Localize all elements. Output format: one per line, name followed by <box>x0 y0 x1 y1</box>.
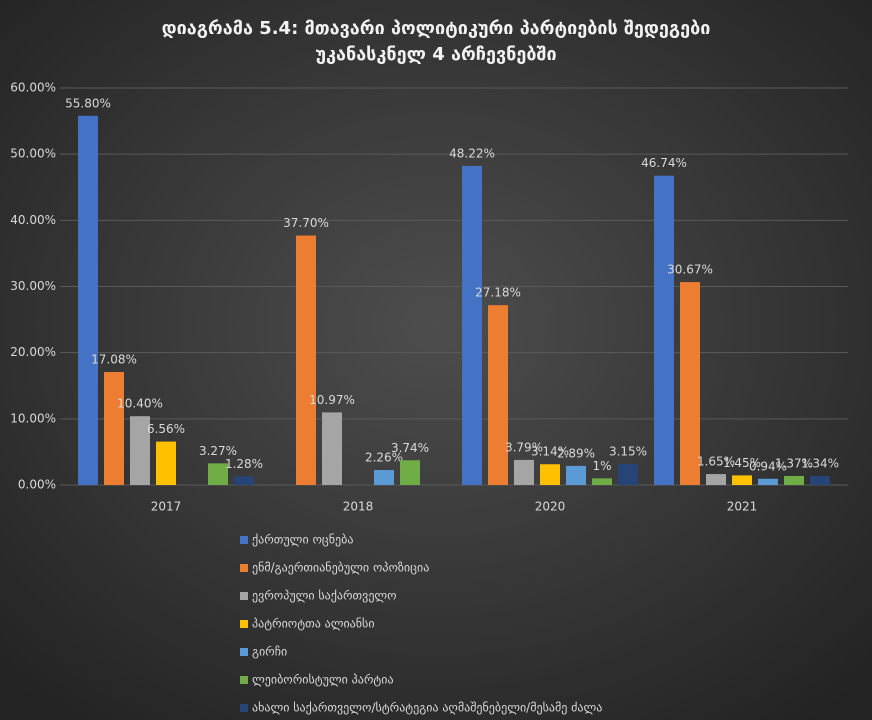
data-label: 10.97% <box>309 393 355 407</box>
bar <box>130 416 150 485</box>
bar <box>566 465 586 485</box>
data-label: 37.70% <box>283 216 329 230</box>
y-tick-label: 0.00% <box>18 478 56 492</box>
data-label: 1.65% <box>697 455 735 469</box>
data-label: 0.94% <box>749 459 787 473</box>
y-tick-label: 60.00% <box>10 81 56 95</box>
bar <box>488 305 508 485</box>
data-label: 1.45% <box>723 456 761 470</box>
y-tick-label: 20.00% <box>10 345 56 359</box>
bar <box>810 476 830 485</box>
bar <box>374 470 394 485</box>
bar <box>400 460 420 485</box>
legend-marker <box>240 676 248 684</box>
legend-marker <box>240 592 248 600</box>
chart-title: უკანასკნელ 4 არჩევნებში <box>315 44 556 65</box>
data-label: 3.15% <box>609 445 647 459</box>
bar <box>654 175 674 485</box>
legend-label: ქართული ოცნება <box>252 533 353 547</box>
legend-marker <box>240 536 248 544</box>
bar <box>618 464 638 485</box>
data-label: 2.89% <box>557 446 595 460</box>
data-label: 2.26% <box>365 451 403 465</box>
bar <box>322 412 342 485</box>
legend-label: ლეიბორისტული პარტია <box>252 673 394 687</box>
data-label: 3.27% <box>199 444 237 458</box>
y-tick-label: 50.00% <box>10 147 56 161</box>
legend-label: ახალი საქართველო/სტრატეგია აღმაშენებელი/… <box>252 701 602 715</box>
data-label: 1.28% <box>225 457 263 471</box>
bar <box>706 474 726 485</box>
data-label: 55.80% <box>65 96 111 110</box>
bar <box>732 475 752 485</box>
bar <box>514 459 534 485</box>
bar <box>208 463 228 485</box>
bar <box>104 371 124 485</box>
data-label: 3.14% <box>531 445 569 459</box>
x-tick-label: 2020 <box>535 500 566 514</box>
data-label: 3.74% <box>391 441 429 455</box>
data-label: 1.37% <box>775 456 813 470</box>
x-tick-label: 2018 <box>343 500 374 514</box>
legend-marker <box>240 564 248 572</box>
y-tick-label: 10.00% <box>10 411 56 425</box>
data-label: 3.79% <box>505 440 543 454</box>
legend-label: პატრიოტთა ალიანსი <box>252 617 375 631</box>
legend-label: ევროპული საქართველო <box>252 589 397 603</box>
data-label: 46.74% <box>641 156 687 170</box>
bar <box>540 464 560 485</box>
bar <box>462 165 482 485</box>
legend-marker <box>240 648 248 656</box>
data-label: 30.67% <box>667 263 713 277</box>
data-label: 17.08% <box>91 352 137 366</box>
legend-marker <box>240 620 248 628</box>
x-tick-label: 2021 <box>727 500 758 514</box>
data-label: 48.22% <box>449 146 495 160</box>
x-tick-label: 2017 <box>151 500 182 514</box>
y-tick-label: 30.00% <box>10 279 56 293</box>
data-label: 10.40% <box>117 397 163 411</box>
data-label: 1% <box>592 459 611 473</box>
bar <box>758 478 778 485</box>
bar <box>784 475 804 485</box>
legend-label: ენმ/გაერთიანებული ოპოზიცია <box>252 561 429 575</box>
legend-label: გირჩი <box>252 645 287 659</box>
bar <box>592 478 612 485</box>
data-label: 1.34% <box>801 457 839 471</box>
y-tick-label: 40.00% <box>10 213 56 227</box>
bar <box>234 476 254 485</box>
bar <box>296 235 316 485</box>
data-label: 6.56% <box>147 422 185 436</box>
chart-title: დიაგრამა 5.4: მთავარი პოლიტიკური პარტიებ… <box>162 18 711 39</box>
bar <box>680 282 700 485</box>
bar <box>78 115 98 485</box>
data-label: 27.18% <box>475 286 521 300</box>
bar <box>156 441 176 485</box>
legend-marker <box>240 704 248 712</box>
